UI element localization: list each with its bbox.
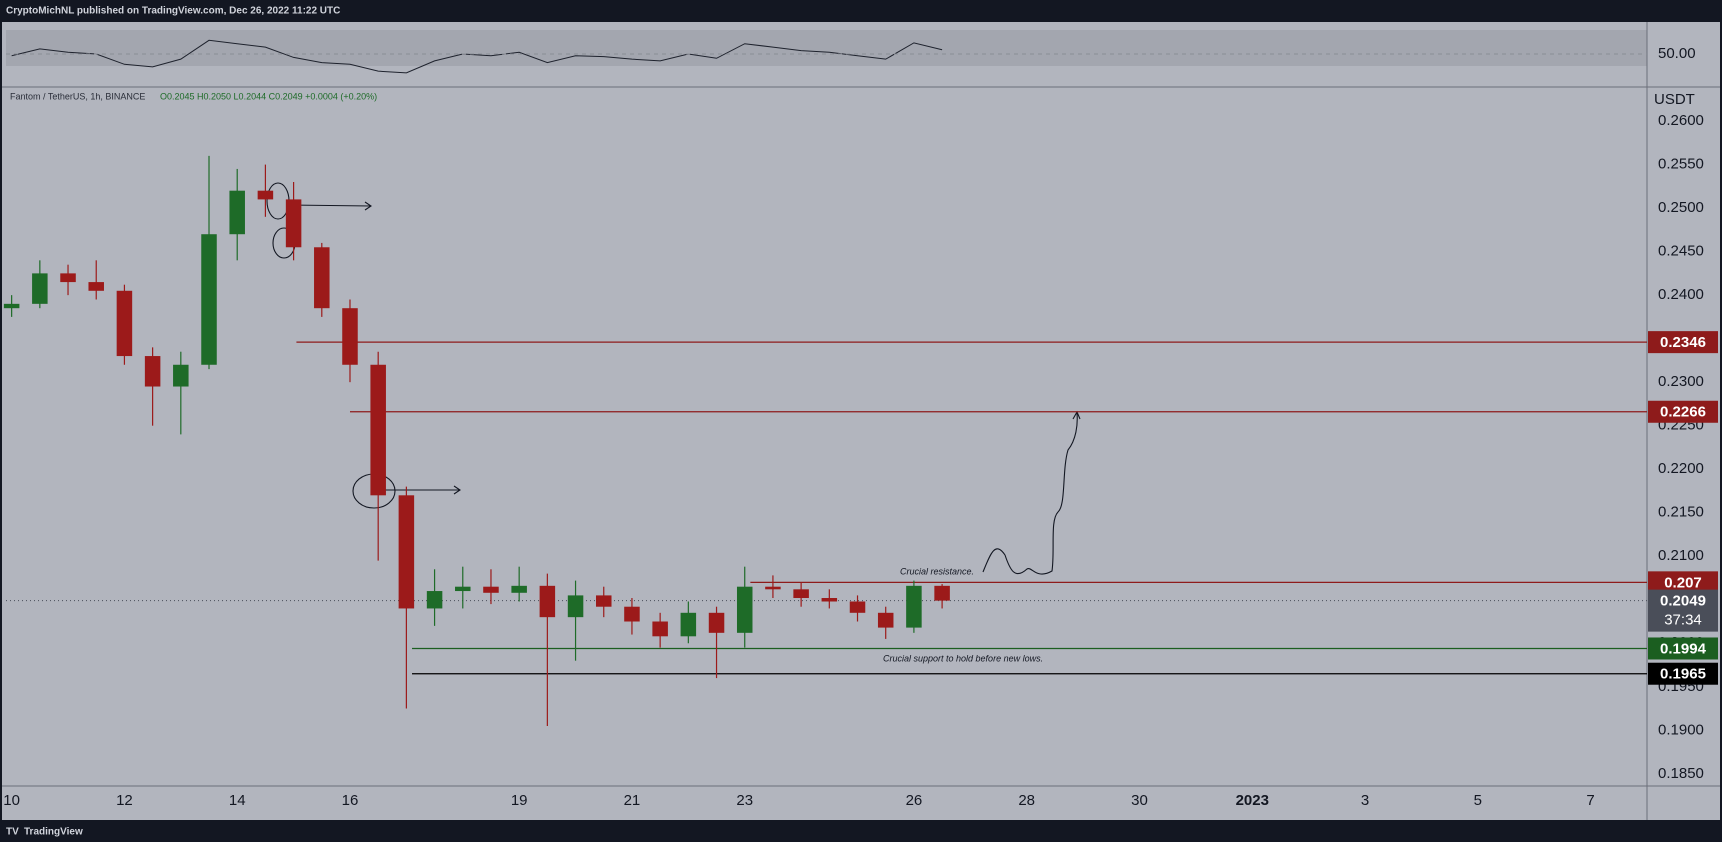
candle-body — [567, 595, 584, 618]
publisher: CryptoMichNL published on TradingView.co… — [6, 6, 340, 17]
candle-body — [314, 247, 330, 309]
candle-body — [88, 282, 104, 291]
y-tick-label: 0.1900 — [1658, 721, 1704, 738]
x-tick-label: 10 — [3, 792, 20, 809]
y-tick-label: 0.2600 — [1658, 112, 1704, 129]
last-price-label: 0.2049 — [1660, 593, 1706, 610]
ohlc-legend: O0.2045 H0.2050 L0.2044 C0.2049 +0.0004 … — [160, 91, 377, 101]
candle-body — [173, 364, 189, 387]
candle-body — [483, 586, 499, 593]
drawings — [266, 182, 1081, 575]
chart-area — [2, 22, 1720, 820]
x-tick-label: 21 — [624, 792, 641, 809]
level-label-box — [1648, 400, 1718, 423]
x-tick-label: 7 — [1586, 792, 1594, 809]
candle-body — [595, 595, 612, 607]
annotation: Crucial resistance. — [900, 566, 974, 576]
x-tick-label: 26 — [906, 792, 923, 809]
candle-body — [877, 612, 894, 628]
candle-body — [680, 612, 697, 637]
x-tick-label: 3 — [1361, 792, 1369, 809]
y-tick-label: 0.1850 — [1658, 765, 1704, 782]
y-tick-label: 0.2200 — [1658, 460, 1704, 477]
x-tick-label: 5 — [1474, 792, 1482, 809]
candle-body — [906, 585, 922, 628]
level-label-box — [1648, 571, 1718, 594]
arrow-drawing — [287, 204, 372, 207]
brand: TradingView — [24, 827, 83, 838]
candle-body — [342, 308, 358, 365]
level-label-box — [1648, 662, 1718, 685]
level-label: 0.1965 — [1660, 666, 1706, 683]
candle-body — [793, 589, 809, 599]
candle-body — [426, 591, 443, 609]
candle-body — [849, 601, 866, 613]
candle-body — [32, 273, 48, 304]
level-label: 0.2266 — [1660, 404, 1706, 421]
y-tick-label: 0.2300 — [1658, 373, 1704, 390]
symbol: Fantom / TetherUS, 1h, BINANCE — [10, 91, 145, 101]
x-tick-label: 2023 — [1236, 792, 1269, 809]
countdown: 37:34 — [1664, 612, 1702, 629]
candle-body — [3, 303, 20, 309]
candle-body — [652, 621, 668, 637]
level-label: 0.1994 — [1660, 640, 1707, 657]
candle-body — [708, 612, 725, 633]
candle-body — [624, 606, 640, 622]
candle-body — [116, 290, 133, 357]
y-tick-label: 0.2400 — [1658, 286, 1704, 303]
candle-body — [511, 585, 527, 593]
rsi-band — [6, 30, 1647, 66]
rsi-line — [11, 39, 943, 74]
y-tick-label: 0.2150 — [1658, 504, 1704, 521]
x-tick-label: 19 — [511, 792, 528, 809]
candle-body — [229, 190, 245, 235]
annotation: Crucial support to hold before new lows. — [883, 653, 1043, 663]
brand-logo: TV — [6, 827, 19, 838]
candle-body — [736, 586, 753, 633]
candle-body — [765, 586, 781, 590]
candle-body — [370, 364, 386, 496]
x-tick-label: 23 — [736, 792, 753, 809]
level-label-box — [1648, 637, 1718, 660]
candle-body — [201, 234, 217, 365]
arrow-head — [364, 201, 372, 211]
x-tick-label: 14 — [229, 792, 246, 809]
x-tick-label: 28 — [1018, 792, 1035, 809]
x-tick-label: 30 — [1131, 792, 1148, 809]
candle-body — [934, 585, 950, 601]
candle-body — [257, 190, 274, 200]
y-tick-label: 0.2550 — [1658, 156, 1704, 173]
level-label-box — [1648, 331, 1718, 354]
unit: USDT — [1654, 91, 1695, 108]
candle-body — [398, 495, 415, 609]
candle-body — [60, 273, 76, 283]
last-price-box — [1648, 589, 1718, 632]
rsi-tick-label: 50.00 — [1658, 45, 1696, 62]
y-tick-label: 0.2450 — [1658, 243, 1704, 260]
candle-body — [144, 356, 161, 387]
x-tick-label: 12 — [116, 792, 133, 809]
candle-body — [539, 585, 556, 618]
level-label: 0.207 — [1664, 574, 1702, 591]
candle-body — [821, 598, 838, 602]
x-tick-label: 16 — [342, 792, 359, 809]
level-label: 0.2346 — [1660, 334, 1706, 351]
candle-body — [455, 586, 471, 592]
forecast-drawing — [982, 412, 1078, 575]
y-tick-label: 0.2100 — [1658, 547, 1704, 564]
arrow-head — [453, 485, 461, 495]
candle-body — [285, 199, 302, 248]
y-tick-label: 0.2500 — [1658, 199, 1704, 216]
